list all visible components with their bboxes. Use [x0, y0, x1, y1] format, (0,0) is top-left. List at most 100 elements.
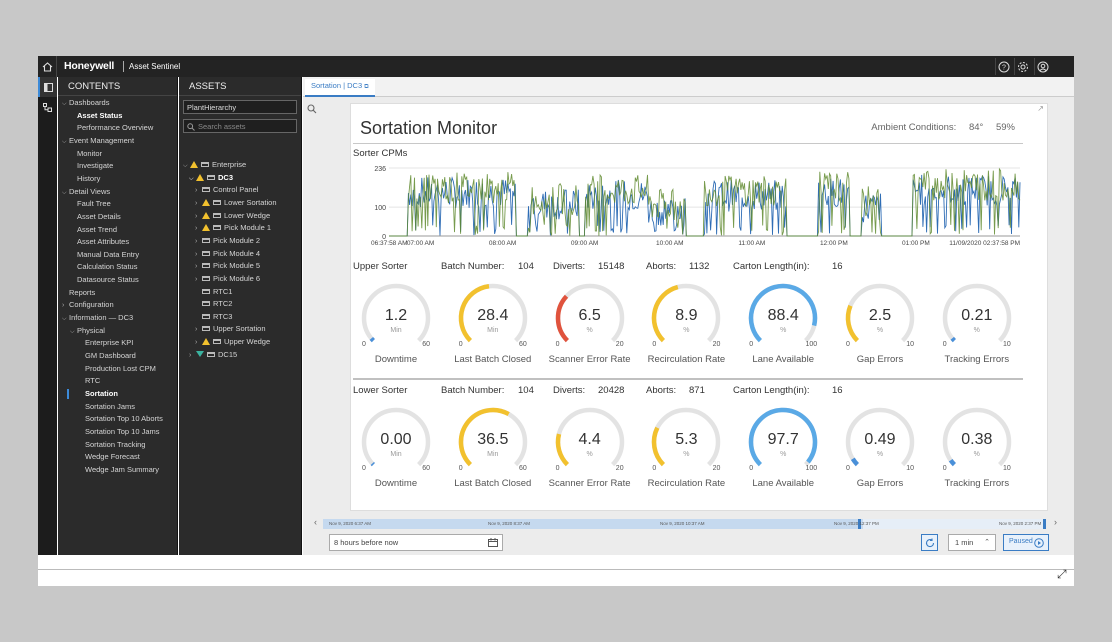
contents-item[interactable]: Sortation Top 10 Aborts [78, 414, 163, 423]
contents-item[interactable]: History [70, 174, 100, 183]
asset-tree-item[interactable]: RTC1 [195, 287, 232, 296]
chevron-right-icon[interactable]: › [195, 199, 198, 207]
chevron-right-icon[interactable]: › [62, 302, 65, 310]
tab-sortation-dc3[interactable]: Sortation | DC3 ⧉ [305, 79, 375, 97]
sorter-stat-batch: 104 [518, 385, 534, 396]
contents-item[interactable]: Wedge Jam Summary [78, 465, 159, 474]
contents-panel-icon[interactable] [38, 77, 57, 97]
contents-item[interactable]: ⌵ Physical [70, 326, 105, 336]
asset-tree-item[interactable]: RTC3 [195, 312, 232, 321]
search-button[interactable] [307, 101, 317, 119]
chevron-right-icon[interactable]: › [195, 275, 198, 283]
chevron-down-icon[interactable]: ⌵ [62, 101, 67, 107]
chevron-down-icon[interactable]: ⌵ [62, 189, 67, 196]
chart-x-tick: 08:00 AM [489, 240, 516, 247]
timeline-scrubber[interactable]: Nov 9, 2020 6:37 AM Nov 9, 2020 8:37 AM No… [323, 519, 1046, 529]
contents-item[interactable]: Sortation Top 10 Jams [78, 427, 160, 436]
paused-button[interactable]: Paused [1003, 534, 1049, 551]
asset-tree-item[interactable]: › Control Panel [195, 185, 258, 194]
chevron-right-icon[interactable]: › [189, 351, 192, 359]
hierarchy-icon[interactable] [38, 97, 57, 117]
contents-item[interactable]: Sortation Jams [78, 402, 135, 411]
contents-item[interactable]: ⌵ Information — DC3 [62, 313, 133, 323]
asset-tree-item[interactable]: › Pick Module 6 [195, 274, 260, 283]
maximize-icon[interactable]: ↗ [1037, 104, 1044, 113]
asset-tree-item[interactable]: RTC2 [195, 299, 232, 308]
contents-item[interactable]: Reports [62, 288, 95, 297]
contents-item[interactable]: Monitor [70, 149, 102, 158]
asset-tree-item[interactable]: › Pick Module 4 [195, 249, 260, 258]
chevron-right-icon[interactable]: › [195, 225, 198, 233]
timeline-right-arrow[interactable]: › [1054, 517, 1057, 527]
chevron-right-icon[interactable]: › [195, 187, 198, 195]
gauge-label: Lane Available [752, 478, 814, 489]
chevron-right-icon[interactable]: › [195, 237, 198, 245]
asset-tree-item[interactable]: › Upper Wedge [195, 337, 270, 346]
chevron-right-icon[interactable]: › [195, 263, 198, 271]
contents-item[interactable]: › Configuration [62, 300, 114, 309]
contents-item[interactable]: Sortation Tracking [78, 440, 145, 449]
asset-search-input[interactable]: Search assets [183, 119, 297, 133]
asset-tree-item[interactable]: ⌵ DC3 [189, 173, 233, 183]
calendar-icon[interactable] [488, 538, 498, 547]
chevron-right-icon[interactable]: › [195, 326, 198, 334]
timeline-handle-start[interactable] [858, 519, 861, 529]
asset-tree-item[interactable]: › Upper Sortation [195, 324, 266, 333]
asset-tree-item[interactable]: › Pick Module 1 [195, 223, 271, 232]
refresh-icon [925, 538, 934, 547]
warning-icon [202, 198, 210, 206]
timeline-handle-end[interactable] [1043, 519, 1046, 529]
contents-item[interactable]: Fault Tree [70, 199, 111, 208]
gauge-dial [942, 283, 1012, 343]
asset-tree-item[interactable]: › Lower Wedge [195, 211, 270, 220]
asset-tree-item[interactable]: › Pick Module 5 [195, 261, 260, 270]
contents-item[interactable]: Sortation [78, 389, 118, 398]
asset-tree-label: Lower Sortation [224, 197, 277, 207]
settings-icon[interactable] [1014, 58, 1031, 75]
contents-item[interactable]: Investigate [70, 161, 113, 170]
contents-item[interactable]: Calculation Status [70, 262, 137, 271]
contents-item[interactable]: RTC [78, 376, 100, 385]
asset-tree-item[interactable]: › Pick Module 2 [195, 236, 260, 245]
contents-item[interactable]: Enterprise KPI [78, 338, 133, 347]
contents-item[interactable]: GM Dashboard [78, 351, 136, 360]
asset-tree-item[interactable]: ⌵ Enterprise [183, 160, 246, 170]
dashboard-title: Sortation Monitor [360, 118, 498, 138]
contents-item[interactable]: Datasource Status [70, 275, 139, 284]
contents-item[interactable]: Asset Trend [70, 225, 117, 234]
gauge-max: 60 [422, 341, 430, 348]
asset-tree-item[interactable]: › Lower Sortation [195, 198, 277, 207]
chart-title: Sorter CPMs [353, 148, 408, 159]
gauge-dial [845, 283, 915, 343]
contents-item[interactable]: Manual Data Entry [70, 250, 139, 259]
gauge-fill [370, 462, 375, 467]
contents-item[interactable]: Performance Overview [70, 123, 153, 132]
chevron-right-icon[interactable]: › [195, 339, 198, 347]
help-icon[interactable]: ? [995, 58, 1012, 75]
chevron-down-icon[interactable]: ⌵ [70, 328, 75, 335]
contents-item[interactable]: Production Lost CPM [78, 364, 156, 373]
chevron-down-icon[interactable]: ⌵ [62, 138, 67, 145]
contents-item[interactable]: Asset Status [70, 111, 122, 120]
contents-item-label: Fault Tree [77, 199, 111, 209]
timeline-left-arrow[interactable]: ‹ [314, 517, 317, 527]
contents-item[interactable]: ⌵ Dashboards [62, 98, 109, 108]
contents-item[interactable]: Asset Attributes [70, 237, 129, 246]
contents-item[interactable]: ⌵ Detail Views [62, 187, 110, 197]
refresh-interval-select[interactable]: 1 min ⌃ [948, 534, 996, 551]
chevron-right-icon[interactable]: › [195, 212, 198, 220]
chevron-right-icon[interactable]: › [195, 250, 198, 258]
user-icon[interactable] [1034, 58, 1051, 75]
refresh-button[interactable] [921, 534, 938, 551]
chevron-down-icon[interactable]: ⌵ [189, 175, 194, 182]
fullscreen-icon[interactable]: ⤢ [1057, 567, 1067, 581]
home-icon[interactable] [38, 56, 57, 77]
time-range-input[interactable]: 8 hours before now [329, 534, 503, 551]
contents-item[interactable]: Asset Details [70, 212, 121, 221]
asset-tree-item[interactable]: › DC15 [189, 350, 237, 359]
contents-item[interactable]: Wedge Forecast [78, 452, 140, 461]
hierarchy-select[interactable]: PlantHierarchy [183, 100, 297, 114]
contents-item[interactable]: ⌵ Event Management [62, 136, 134, 146]
chevron-down-icon[interactable]: ⌵ [183, 163, 188, 169]
chevron-down-icon[interactable]: ⌵ [62, 316, 67, 323]
